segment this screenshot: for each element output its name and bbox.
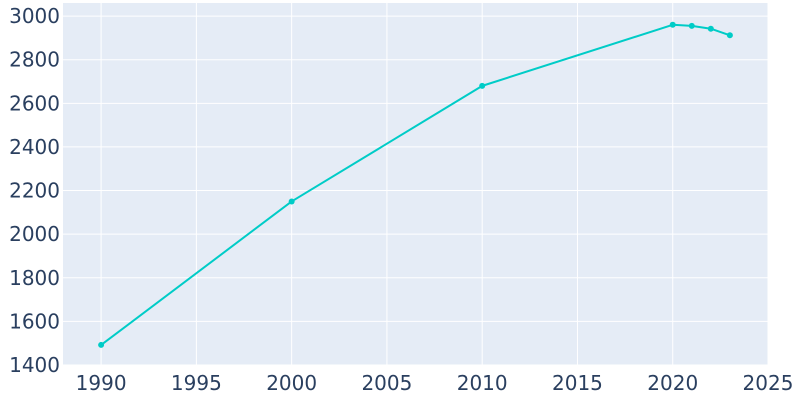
y-tick-label: 2600 — [9, 91, 60, 115]
y-axis-ticks: 1400 1600 1800 2000 2200 2400 2600 2800 3000 — [9, 4, 60, 377]
series-group — [98, 21, 733, 348]
y-tick-label: 2400 — [9, 135, 60, 159]
x-tick-label: 2025 — [743, 371, 794, 395]
y-tick-label: 1800 — [9, 266, 60, 290]
x-tick-label: 1995 — [171, 371, 222, 395]
x-tick-label: 2000 — [266, 371, 317, 395]
data-point[interactable] — [707, 25, 714, 32]
x-axis-ticks: 1990 1995 2000 2005 2010 2015 2020 2025 — [76, 371, 794, 395]
data-point[interactable] — [98, 341, 105, 348]
y-tick-label: 3000 — [9, 4, 60, 28]
y-tick-label: 1600 — [9, 309, 60, 333]
data-point[interactable] — [688, 22, 695, 29]
y-tick-label: 2000 — [9, 222, 60, 246]
x-tick-label: 2015 — [552, 371, 603, 395]
data-point[interactable] — [479, 82, 486, 89]
y-tick-label: 1400 — [9, 353, 60, 377]
x-tick-label: 2020 — [647, 371, 698, 395]
x-tick-label: 2005 — [361, 371, 412, 395]
data-point[interactable] — [726, 32, 733, 39]
data-point[interactable] — [288, 198, 295, 205]
plot-background — [63, 3, 768, 365]
y-tick-label: 2800 — [9, 48, 60, 72]
y-tick-label: 2200 — [9, 179, 60, 203]
x-tick-label: 2010 — [457, 371, 508, 395]
data-point[interactable] — [669, 21, 676, 28]
x-tick-label: 1990 — [76, 371, 127, 395]
gridlines — [63, 3, 769, 366]
